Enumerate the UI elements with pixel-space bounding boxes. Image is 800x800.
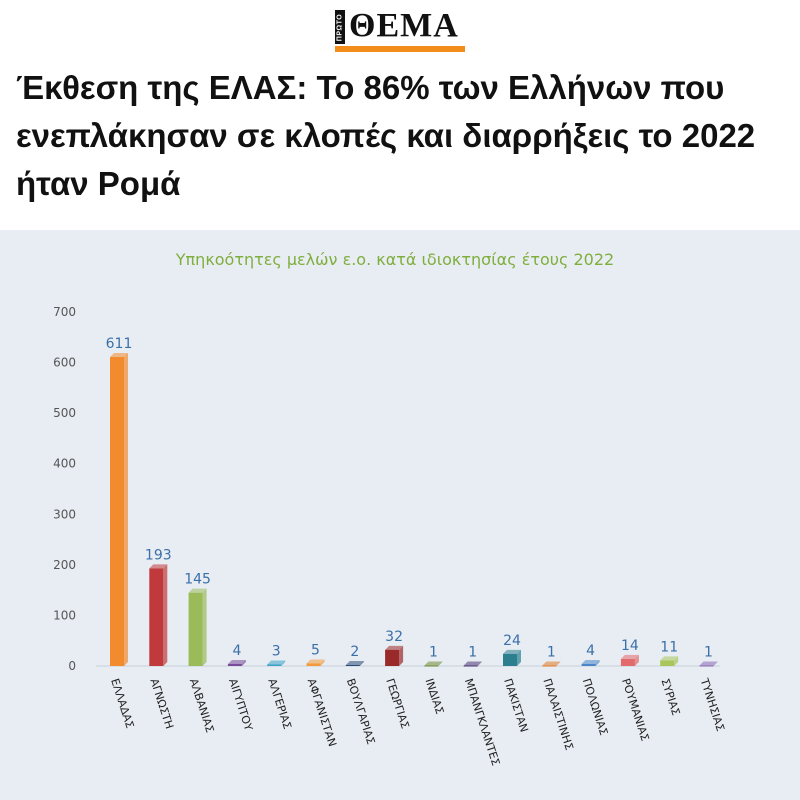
bar-top [385,645,404,650]
category-label: ΑΓΝΩΣΤΗ [147,677,176,731]
bar-side [124,353,128,666]
bar [542,665,557,667]
bar [424,665,439,667]
data-label: 3 [272,643,281,659]
data-label: 611 [106,336,133,352]
y-tick-label: 200 [53,558,76,572]
bar-side [281,660,286,666]
y-tick-label: 0 [68,659,76,673]
bar [620,658,635,666]
bar-top [149,564,168,569]
data-label: 5 [311,642,320,658]
data-label: 14 [621,638,639,654]
bar [188,592,203,666]
data-label: 32 [385,629,403,645]
chart-title: Υπηκοότητες μελών ε.ο. κατά ιδιοκτησίας … [175,250,615,269]
bar [699,665,714,667]
y-tick-label: 300 [53,507,76,521]
bar-side [399,645,404,666]
category-label: ΑΙΓΥΠΤΟΥ [226,677,255,733]
bar-side [163,564,168,666]
bar-side [202,588,207,666]
headline: Έκθεση της ΕΛΑΣ: Το 86% των Ελλήνων που … [16,69,756,202]
logo-underline [335,46,465,52]
data-label: 1 [547,644,556,660]
bar-side [713,661,718,666]
bar-top [503,649,521,654]
category-label: ΤΥΝΗΣΙΑΣ [697,676,727,733]
bar-top [699,661,718,666]
category-label: ΡΟΥΜΑΝΙΑΣ [619,677,651,743]
data-label: 145 [184,572,211,588]
data-label: 1 [468,644,477,660]
bar-top [267,660,286,665]
data-label: 11 [660,639,678,655]
bar [267,664,282,666]
category-label: ΠΟΛΩΝΙΑΣ [580,677,611,737]
site-logo[interactable]: ΠΡΩΤΟ ΘΕΜΑ [335,6,465,52]
y-tick-label: 600 [53,356,76,370]
bar [110,357,124,666]
category-label: ΙΝΔΙΑΣ [423,677,447,716]
chart-panel: Υπηκοότητες μελών ε.ο. κατά ιδιοκτησίας … [0,230,800,800]
bar-side [359,660,364,666]
article-header: ΠΡΩΤΟ ΘΕΜΑ Έκθεση της ΕΛΑΣ: Το 86% των Ε… [0,0,800,230]
y-tick-label: 100 [53,608,76,622]
bar-side [320,659,325,666]
category-label: ΒΟΥΛΓΑΡΙΑΣ [344,677,378,746]
bar-side [438,661,443,666]
bar-chart: 0 100 200 300 400 500 600 700 611 ΕΛΛΑΔΑΣ 193 ΑΓΝΩΣ… [53,305,727,767]
category-label: ΠΑΛΑΙΣΤΙΝΗΣ [540,677,575,752]
bar-side [556,661,561,666]
bar-top [660,656,679,661]
bar [463,665,478,667]
data-label: 1 [704,644,713,660]
bar [581,663,596,666]
bar-top [345,660,364,665]
logo-text: ΘΕΜΑ [349,7,459,44]
category-label: ΑΛΓΕΡΙΑΣ [265,677,294,731]
bar [385,649,400,666]
category-label: ΑΦΓΑΝΙΣΤΑΝ [305,677,339,748]
bar-top [306,659,325,664]
logo-prefix-badge: ΠΡΩΤΟ [335,10,345,44]
y-tick-label: 400 [53,457,76,471]
bar-side [595,659,600,666]
bar [660,660,675,666]
data-label: 1 [429,644,438,660]
logo-prefix: ΠΡΩΤΟ [336,13,344,42]
bar-top [542,661,561,666]
category-label: ΣΥΡΙΑΣ [658,677,682,717]
bar-top [463,661,482,666]
data-label: 2 [350,644,359,660]
bar [227,663,242,666]
bar-side [634,654,639,666]
bar [345,664,360,666]
category-label: ΕΛΛΑΔΑΣ [108,677,136,730]
category-label: ΜΠΑΝΓΚΛΑΝΤΕΣ [462,677,502,767]
bar-top [424,661,443,666]
y-tick-label: 700 [53,305,76,319]
data-label: 24 [503,633,521,649]
bar [503,653,517,666]
bar-top [188,588,207,593]
bar [306,663,321,666]
data-label: 4 [232,643,241,659]
bar-side [674,656,679,666]
y-tick-label: 500 [53,406,76,420]
bar-top [227,659,246,664]
data-label: 4 [586,643,595,659]
category-label: ΓΕΩΡΓΙΑΣ [383,677,411,730]
category-label: ΠΑΚΙΣΤΑΝ [501,677,531,734]
bar-top [110,353,128,358]
bar-side [477,661,482,666]
bar-top [581,659,600,664]
data-label: 193 [145,547,172,563]
bar-side [241,659,246,666]
bar-top [620,654,639,659]
category-label: ΑΛΒΑΝΙΑΣ [187,677,217,734]
bar [149,568,164,666]
bar-side [517,649,521,666]
